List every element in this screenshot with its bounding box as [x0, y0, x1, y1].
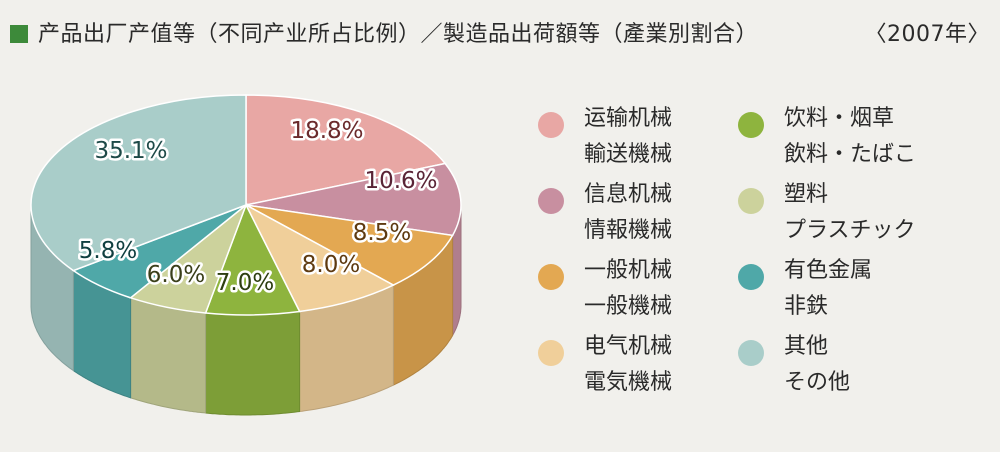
legend-label-jp: 電気機械	[584, 370, 673, 395]
pie-slice-7	[30, 94, 247, 272]
pie-slice-3	[244, 203, 396, 313]
pie-label-1: 10.6%	[364, 168, 437, 194]
legend-item-4: 饮料・烟草飲料・たばこ	[738, 104, 958, 176]
legend-item-6: 有色金属 非鉄	[738, 256, 958, 328]
chart-title-row: 产品出厂产值等（不同产业所占比例）／製造品出荷額等（產業別割合） 〈2007年〉	[10, 18, 990, 52]
pie-label-5: 6.0%	[147, 262, 205, 288]
legend-swatch-icon	[738, 112, 764, 138]
pie-slice-0	[245, 94, 447, 206]
legend-label-cn: 电气机械	[584, 334, 673, 359]
legend-item-7: 其他 その他	[738, 332, 958, 404]
pie-label-4: 7.0%	[216, 270, 274, 296]
legend-item-1: 信息机械 情報機械	[538, 180, 758, 252]
pie-side-4	[205, 310, 301, 416]
pie-label-0: 18.8%	[290, 118, 363, 144]
legend-swatch-icon	[538, 264, 564, 290]
legend-label-cn: 有色金属	[784, 258, 873, 283]
legend-label-cn: 一般机械	[584, 258, 673, 283]
legend-label-cn: 运输机械	[584, 106, 673, 131]
chart-year: 〈2007年〉	[864, 22, 990, 47]
legend-swatch-icon	[538, 188, 564, 214]
legend-label-cn: 塑料	[784, 182, 829, 207]
legend-swatch-icon	[738, 264, 764, 290]
legend-label-jp: その他	[784, 370, 851, 395]
legend-item-3: 电气机械 電気機械	[538, 332, 758, 404]
legend-label-jp: 飲料・たばこ	[784, 142, 917, 167]
legend-swatch-icon	[538, 112, 564, 138]
legend-label-cn: 信息机械	[584, 182, 673, 207]
legend-label-jp: 非鉄	[784, 294, 829, 319]
pie-label-7: 35.1%	[94, 138, 167, 164]
legend-label-cn: 其他	[784, 334, 829, 359]
square-marker-icon	[10, 25, 28, 43]
pie-label-2: 8.5%	[353, 220, 411, 246]
legend-item-2: 一般机械 一般機械	[538, 256, 758, 328]
chart-title: 产品出厂产值等（不同产业所占比例）／製造品出荷額等（產業別割合）	[38, 22, 759, 47]
pie-slice-2	[245, 204, 454, 286]
pie-label-3: 8.0%	[302, 252, 360, 278]
legend-swatch-icon	[538, 340, 564, 366]
legend-swatch-icon	[738, 340, 764, 366]
legend-label-jp: 情報機械	[584, 218, 673, 243]
legend-item-0: 运输机械 輸送機械	[538, 104, 758, 176]
legend-label-jp: 一般機械	[584, 294, 673, 319]
legend-label-cn: 饮料・烟草	[784, 106, 895, 131]
legend-swatch-icon	[738, 188, 764, 214]
legend-item-5: 塑料 プラスチック	[738, 180, 958, 252]
pie-label-6: 5.8%	[79, 238, 137, 264]
legend-label-jp: プラスチック	[784, 218, 916, 243]
legend-label-jp: 輸送機械	[584, 142, 673, 167]
pie-side-5	[130, 297, 207, 414]
pie-slice-1	[245, 162, 462, 237]
